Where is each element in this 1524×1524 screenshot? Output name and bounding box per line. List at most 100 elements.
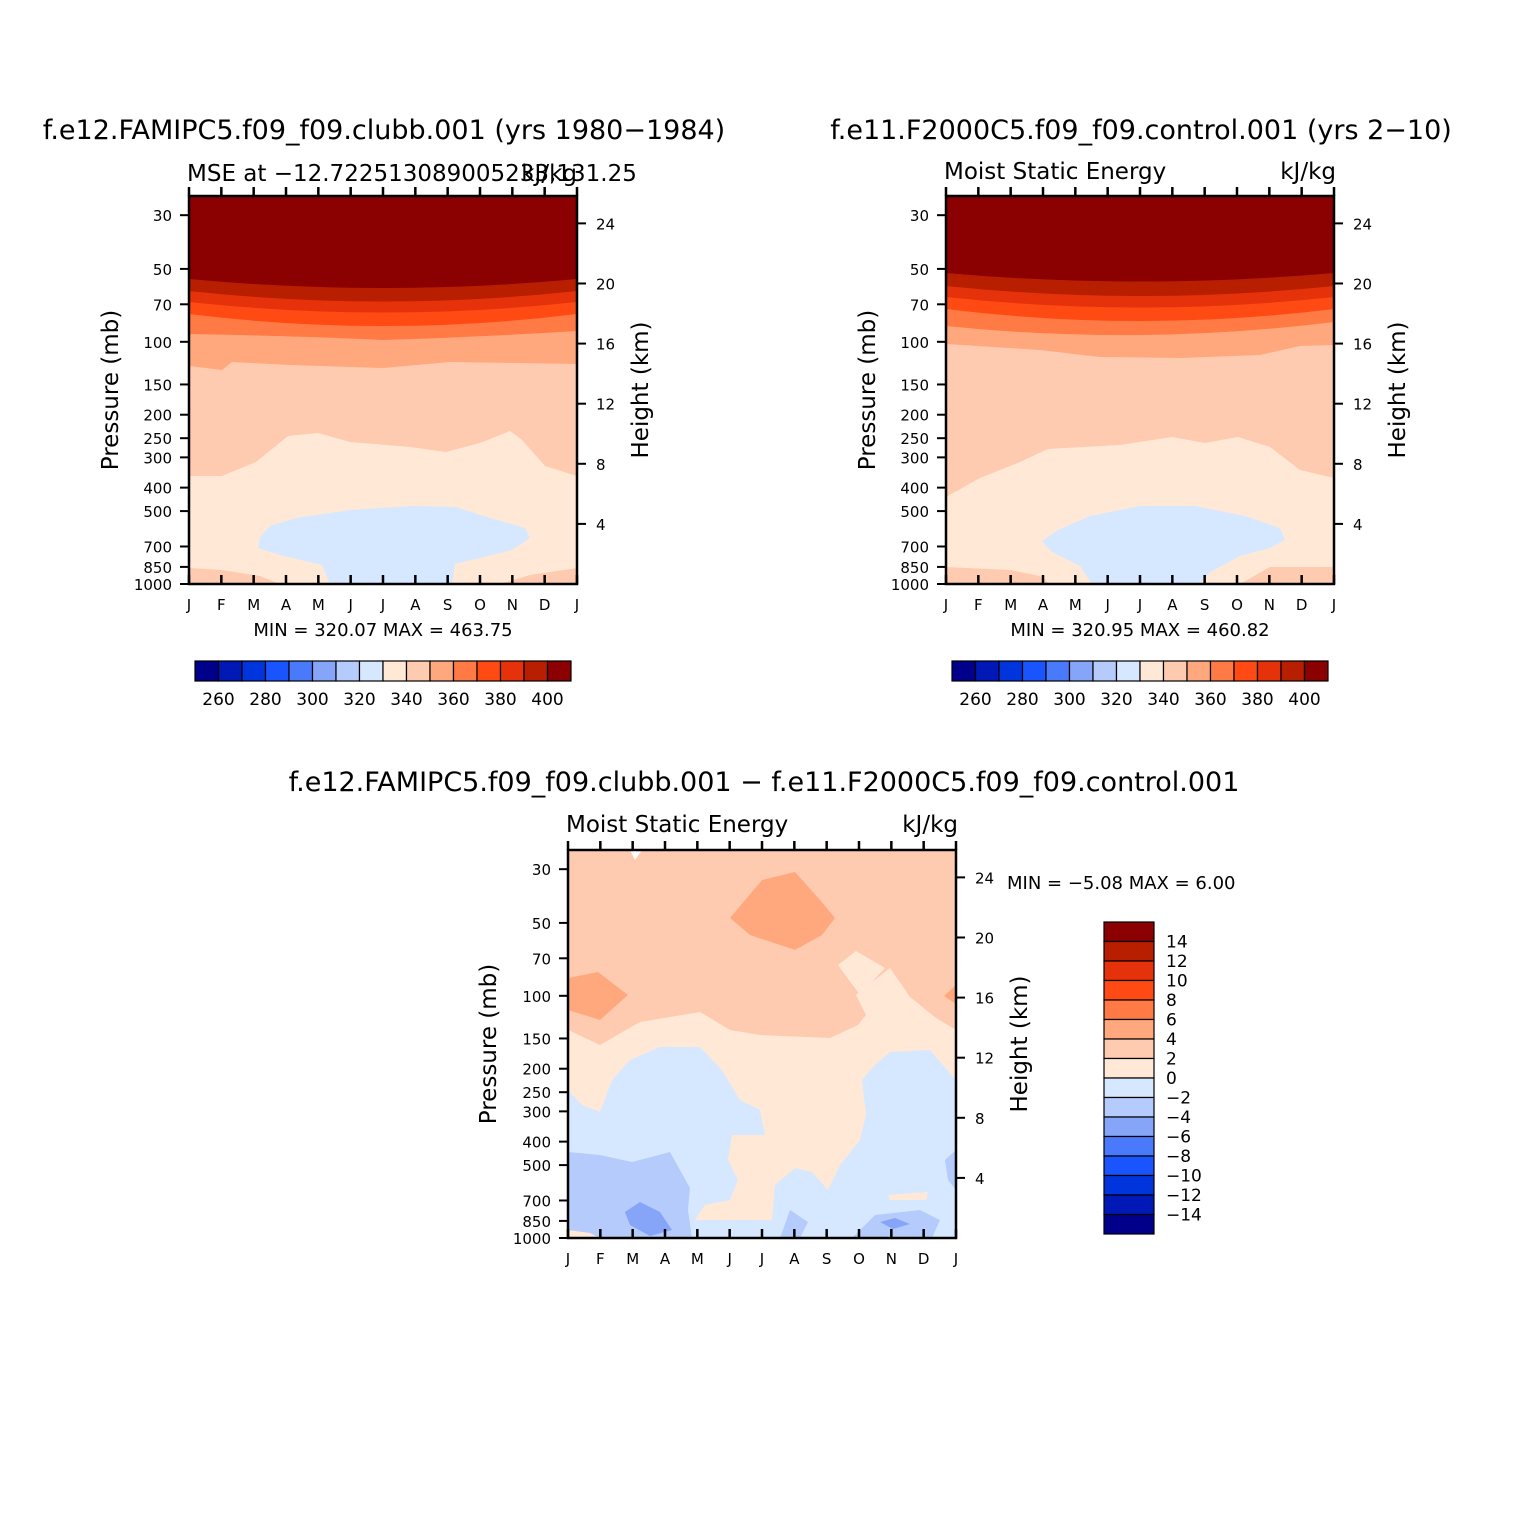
panel-a: f.e12.FAMIPC5.f09_f09.clubb.001 (yrs 198…	[43, 115, 725, 710]
colorbar-swatch	[217, 660, 243, 682]
colorbar-label: 380	[484, 690, 516, 710]
band-level-neg6-right	[880, 1218, 910, 1229]
x-tick-label: M	[691, 1250, 704, 1268]
x-tick-label: J	[1331, 596, 1336, 614]
colorbar-label: 14	[1166, 933, 1188, 953]
panel-c-stats: MIN = −5.08 MAX = 6.00	[1007, 873, 1236, 894]
colorbar-swatch	[288, 660, 314, 682]
y-right-tick-label: 16	[975, 990, 994, 1008]
y-tick-label: 250	[522, 1084, 551, 1102]
colorbar-label: 320	[1100, 690, 1132, 710]
band-level-neg4-left	[568, 1152, 692, 1238]
y-tick-label: 200	[522, 1061, 551, 1079]
colorbar-swatch	[951, 660, 977, 682]
x-tick-label: M	[247, 596, 260, 614]
colorbar-label: 300	[1053, 690, 1085, 710]
colorbar-label: −8	[1166, 1147, 1191, 1167]
y-right-tick-label: 8	[596, 456, 606, 474]
colorbar-label: 10	[1166, 972, 1188, 992]
panel-c-units: kJ/kg	[902, 812, 958, 838]
colorbar-swatch	[358, 660, 384, 682]
colorbar-label: 400	[1288, 690, 1320, 710]
colorbar-swatch	[1186, 660, 1212, 682]
colorbar-swatch	[1256, 660, 1282, 682]
colorbar-swatch	[429, 660, 455, 682]
band-surface-right	[1240, 567, 1334, 584]
panel-b-ylabel-right: Height (km)	[1385, 321, 1411, 458]
y-tick-label: 700	[143, 538, 172, 556]
y-tick-label: 200	[143, 407, 172, 425]
band-surface-left	[189, 568, 280, 584]
colorbar-swatch	[1103, 999, 1155, 1021]
band-blank-top	[630, 850, 642, 860]
colorbar-label: 2	[1166, 1050, 1177, 1070]
panel-b: f.e11.F2000C5.f09_f09.control.001 (yrs 2…	[830, 115, 1452, 710]
y-right-tick-label: 4	[1353, 516, 1363, 534]
colorbar-swatch	[1103, 1194, 1155, 1216]
x-tick-label: S	[822, 1250, 832, 1268]
colorbar-swatch	[998, 660, 1024, 682]
colorbar-swatch	[1103, 1077, 1155, 1099]
colorbar-swatch	[1103, 1018, 1155, 1040]
x-tick-label: M	[312, 596, 325, 614]
band-level-4-right	[944, 985, 956, 1004]
y-right-tick-label: 20	[596, 275, 615, 293]
colorbar-label: −12	[1166, 1186, 1202, 1206]
x-tick-label: J	[953, 1250, 958, 1268]
y-tick-label: 300	[522, 1103, 551, 1121]
y-tick-label: 70	[153, 296, 172, 314]
band-level-neg4-mid	[780, 1210, 808, 1238]
colorbar-swatch	[241, 660, 267, 682]
colorbar-swatch	[1303, 660, 1329, 682]
x-tick-label: M	[1069, 596, 1082, 614]
x-tick-label: D	[918, 1250, 930, 1268]
colorbar-label: 280	[249, 690, 281, 710]
colorbar-label: −2	[1166, 1089, 1191, 1109]
colorbar-label: 300	[296, 690, 328, 710]
band-level-neg6-left	[625, 1202, 672, 1236]
x-tick-label: M	[626, 1250, 639, 1268]
panel-c: f.e12.FAMIPC5.f09_f09.clubb.001 − f.e11.…	[289, 767, 1240, 1268]
band-level-320	[1042, 506, 1285, 584]
colorbar-swatch	[311, 660, 337, 682]
colorbar-label: −10	[1166, 1167, 1202, 1187]
y-tick-label: 30	[532, 861, 551, 879]
colorbar-label: 380	[1241, 690, 1273, 710]
y-tick-label: 300	[143, 449, 172, 467]
colorbar-swatch	[1068, 660, 1094, 682]
colorbar-swatch	[523, 660, 549, 682]
y-tick-label: 250	[900, 430, 929, 448]
band-level-4-upper	[730, 872, 835, 950]
colorbar-label: 0	[1166, 1069, 1177, 1089]
colorbar-swatch	[1280, 660, 1306, 682]
panel-a-colorbar: 260 280 300 320 340 360 380 400	[194, 660, 572, 710]
panel-c-title: f.e12.FAMIPC5.f09_f09.clubb.001 − f.e11.…	[289, 767, 1240, 798]
y-tick-label: 850	[143, 559, 172, 577]
panel-c-ylabel-right: Height (km)	[1007, 975, 1033, 1112]
band-level-0-pocket	[888, 1192, 928, 1200]
colorbar-label: 340	[390, 690, 422, 710]
colorbar-swatch	[476, 660, 502, 682]
y-tick-label: 1000	[134, 576, 172, 594]
y-tick-label: 400	[522, 1134, 551, 1152]
y-right-tick-label: 12	[1353, 396, 1372, 414]
colorbar-label: 260	[202, 690, 234, 710]
x-tick-label: J	[1137, 596, 1142, 614]
colorbar-swatch	[1092, 660, 1118, 682]
x-tick-label: J	[726, 1250, 731, 1268]
x-tick-label: J	[186, 596, 191, 614]
y-tick-label: 500	[143, 503, 172, 521]
x-tick-label: J	[759, 1250, 764, 1268]
colorbar-swatch	[194, 660, 220, 682]
panel-a-ylabel-right: Height (km)	[628, 321, 654, 458]
colorbar-swatch	[1103, 1038, 1155, 1060]
band-surface-right	[500, 568, 577, 584]
colorbar-label: 8	[1166, 991, 1177, 1011]
x-tick-label: A	[1167, 596, 1178, 614]
colorbar-swatch	[1103, 1155, 1155, 1177]
panel-a-ylabel: Pressure (mb)	[98, 310, 124, 470]
x-tick-label: N	[886, 1250, 897, 1268]
